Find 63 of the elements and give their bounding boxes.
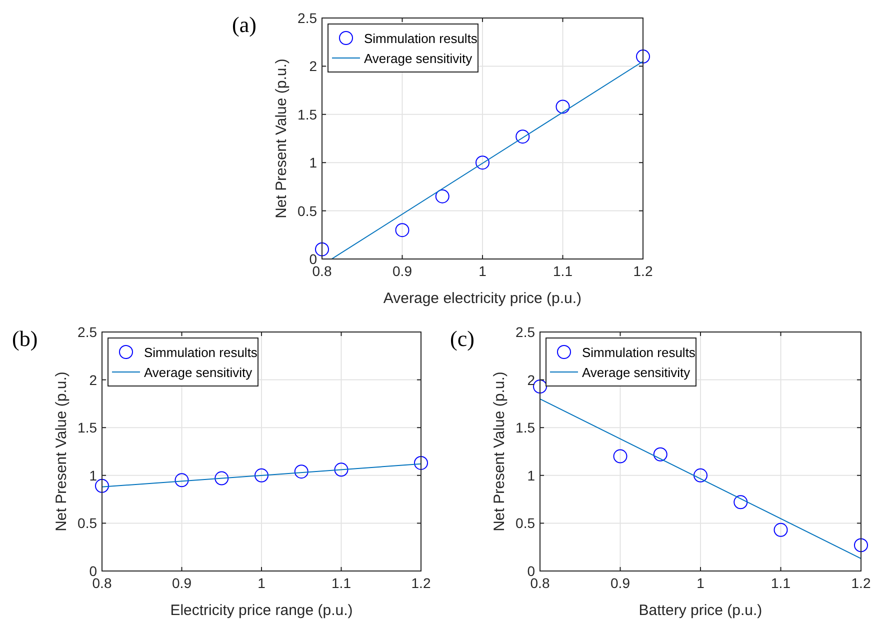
point [533, 379, 547, 394]
point [95, 478, 109, 493]
y-tick-label: 1.5 [78, 420, 98, 436]
x-tick-label: 1.1 [553, 263, 573, 279]
y-tick-label: 0.5 [78, 515, 98, 532]
y-axis-title: Net Present Value (p.u.) [491, 372, 508, 532]
point [334, 462, 348, 477]
x-tick-label: 0.9 [610, 575, 630, 591]
legend-label: Average sensitivity [582, 365, 691, 380]
x-tick-label: 1.2 [411, 575, 431, 591]
point [694, 468, 708, 482]
x-axis-title: Electricity price range (p.u.) [170, 602, 353, 619]
y-tick-label: 2 [527, 372, 536, 388]
point [613, 449, 628, 464]
point [636, 50, 650, 64]
point [414, 456, 428, 470]
legend-label: Simmulation results [364, 31, 478, 46]
legend-label: Average sensitivity [144, 365, 253, 380]
x-tick-label: 1.1 [771, 575, 791, 591]
text: (a) [232, 12, 256, 37]
x-axis-title: Battery price (p.u.) [638, 602, 762, 619]
point [294, 464, 308, 479]
x-tick-label: 1.2 [633, 263, 653, 279]
x-tick-label: 1 [696, 575, 705, 591]
point [516, 130, 530, 144]
y-tick-label: 2.5 [78, 324, 98, 340]
y-tick-label: 1 [527, 467, 536, 484]
legend-label: Simmulation results [144, 345, 258, 360]
y-tick-label: 0.5 [516, 515, 536, 532]
point [174, 473, 189, 488]
point [854, 538, 868, 552]
y-tick-label: 2.5 [298, 10, 318, 26]
x-axis-title: Average electricity price (p.u.) [383, 290, 582, 307]
x-tick-label: 1 [258, 575, 266, 591]
point [734, 495, 748, 510]
text: (c) [450, 326, 474, 351]
text: (b) [12, 326, 38, 351]
x-tick-label: 1 [478, 263, 487, 279]
point [254, 468, 268, 482]
point [556, 100, 570, 114]
y-axis-title: Net Present Value (p.u.) [53, 372, 70, 532]
y-tick-label: 1 [309, 154, 318, 171]
x-tick-label: 1.2 [851, 575, 871, 591]
point [395, 223, 410, 238]
point [774, 522, 788, 537]
x-tick-label: 0.9 [172, 575, 192, 591]
y-tick-label: 0.5 [298, 202, 318, 219]
point [653, 447, 668, 462]
y-tick-label: 2 [89, 372, 98, 388]
point [435, 189, 450, 204]
legend-label: Average sensitivity [364, 51, 473, 66]
point [214, 471, 229, 486]
y-tick-label: 2.5 [516, 324, 536, 340]
x-tick-label: 0.9 [392, 263, 412, 279]
x-tick-label: 1.1 [332, 575, 352, 591]
y-tick-label: 1.5 [298, 106, 318, 122]
point [476, 156, 490, 170]
y-tick-label: 1 [89, 467, 98, 484]
y-tick-label: 1.5 [516, 420, 536, 436]
y-tick-label: 2 [309, 58, 318, 74]
y-axis-title: Net Present Value (p.u.) [273, 58, 290, 218]
legend-label: Simmulation results [582, 345, 696, 360]
point [315, 242, 329, 256]
